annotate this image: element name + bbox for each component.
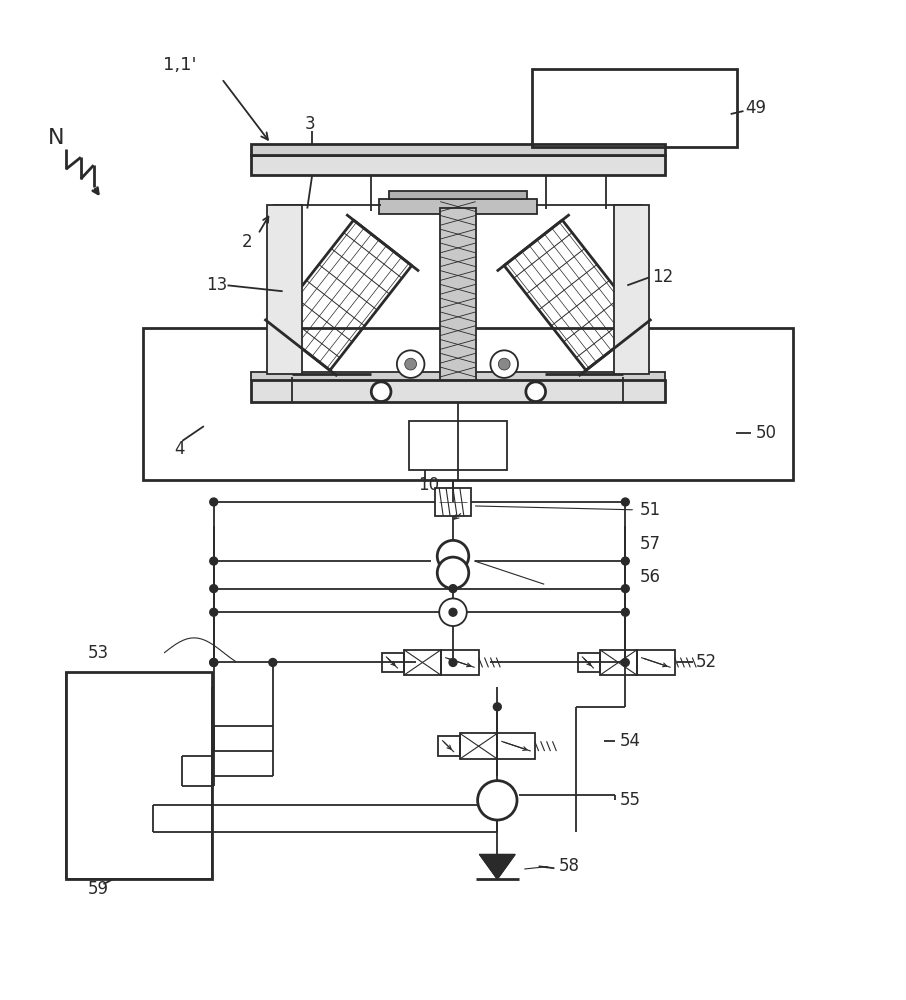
Text: 57: 57 [640,535,661,553]
Bar [143,328,793,480]
Circle shape [210,659,217,666]
Text: 1,1': 1,1' [162,56,196,74]
Text: 4: 4 [174,440,185,458]
Circle shape [439,598,467,626]
Bar [251,372,665,380]
Text: 10: 10 [419,476,439,494]
Circle shape [438,540,468,572]
Circle shape [210,557,217,565]
Text: 55: 55 [620,791,641,809]
Circle shape [622,659,630,666]
Text: 56: 56 [640,568,661,586]
Text: 51: 51 [640,501,661,519]
Bar [382,653,404,672]
Text: N: N [48,128,65,148]
Bar [251,380,665,402]
Circle shape [210,585,217,593]
Circle shape [371,382,391,402]
Bar [637,650,675,675]
Bar [440,208,476,380]
Text: 58: 58 [558,857,579,875]
Text: 12: 12 [652,268,673,286]
Bar [409,421,507,470]
Circle shape [210,498,217,506]
Circle shape [269,659,276,666]
Bar [251,155,665,175]
Text: 2: 2 [241,233,252,251]
Text: 54: 54 [620,732,641,750]
Circle shape [449,608,457,616]
Circle shape [622,498,630,506]
Text: 3: 3 [304,115,315,133]
Text: 52: 52 [696,653,718,671]
Circle shape [449,659,457,666]
Circle shape [525,382,545,402]
Circle shape [622,585,630,593]
Text: 13: 13 [206,276,227,294]
Text: 59: 59 [88,880,109,898]
Bar [66,672,212,879]
Circle shape [494,703,501,711]
Bar [613,205,649,374]
Bar [379,199,536,214]
Bar [435,488,471,516]
Text: 53: 53 [88,644,109,662]
Circle shape [477,781,517,820]
Bar [460,733,497,759]
Circle shape [622,608,630,616]
Bar [439,736,460,756]
Bar [389,191,527,199]
Bar [600,650,637,675]
Bar [404,650,441,675]
Bar [497,733,535,759]
Polygon shape [479,854,515,879]
Bar [532,69,737,147]
Circle shape [397,350,424,378]
Text: 49: 49 [746,99,766,117]
Circle shape [449,585,457,593]
Bar [578,653,600,672]
Circle shape [405,358,417,370]
Circle shape [438,557,468,589]
Bar [251,144,665,155]
Circle shape [490,350,518,378]
Bar [441,650,478,675]
Circle shape [210,608,217,616]
Circle shape [622,557,630,565]
Text: 50: 50 [756,424,776,442]
Bar [267,205,303,374]
Circle shape [210,659,217,666]
Circle shape [498,358,510,370]
